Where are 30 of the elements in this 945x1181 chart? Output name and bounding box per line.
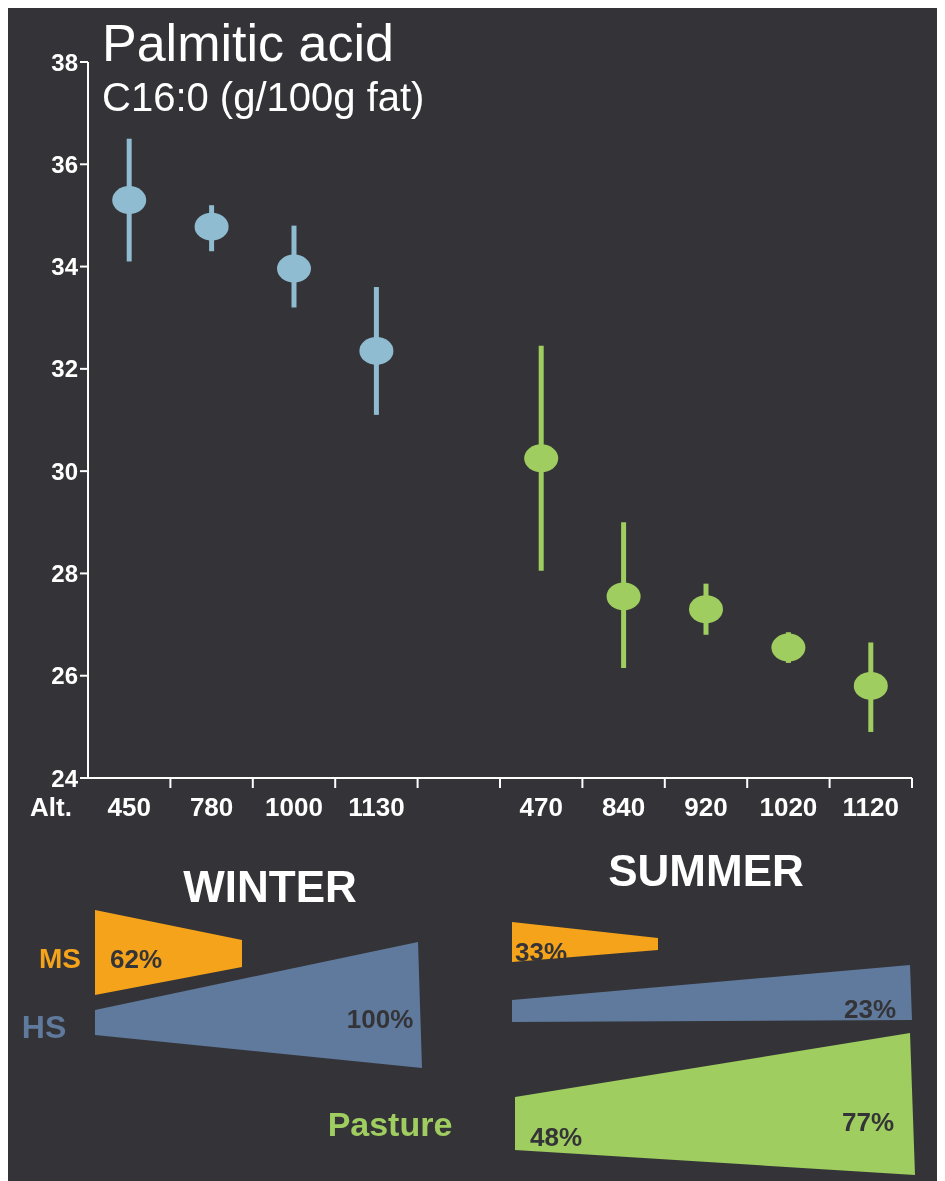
y-tick-label: 34 bbox=[51, 253, 79, 281]
x-tick-label: 1020 bbox=[759, 792, 818, 822]
y-tick-label: 32 bbox=[51, 355, 78, 383]
y-tick-label: 30 bbox=[51, 457, 78, 485]
x-tick-label: 840 bbox=[601, 792, 646, 822]
y-tick-label: 28 bbox=[51, 559, 78, 587]
text: MS bbox=[39, 943, 81, 974]
x-tick-label: 1000 bbox=[265, 792, 323, 822]
y-tick-label: 26 bbox=[51, 662, 78, 690]
x-tick-label: 920 bbox=[684, 792, 728, 822]
y-tick-label: 36 bbox=[51, 150, 78, 178]
y-tick-label: 38 bbox=[51, 48, 78, 76]
y-tick-label: 24 bbox=[51, 764, 79, 792]
text: 48% bbox=[529, 1122, 583, 1152]
text: 23% bbox=[843, 994, 897, 1024]
x-tick-label: 450 bbox=[107, 792, 151, 822]
text: Pasture bbox=[327, 1105, 453, 1143]
x-tick-label: 780 bbox=[189, 792, 234, 822]
chart-title: Palmitic acid bbox=[102, 14, 394, 72]
text: 77% bbox=[841, 1107, 895, 1137]
x-tick-label: 1130 bbox=[348, 792, 405, 822]
chart-subtitle: C16:0 (g/100g fat) bbox=[102, 74, 425, 120]
x-tick-label: 470 bbox=[519, 792, 563, 822]
text: 62% bbox=[109, 944, 163, 974]
x-tick-label: 1120 bbox=[842, 792, 899, 822]
text: WINTER bbox=[183, 862, 357, 911]
x-axis-title: Alt. bbox=[30, 792, 72, 823]
text: SUMMER bbox=[608, 846, 804, 895]
text: HS bbox=[21, 1009, 67, 1045]
text: 100% bbox=[346, 1004, 414, 1034]
